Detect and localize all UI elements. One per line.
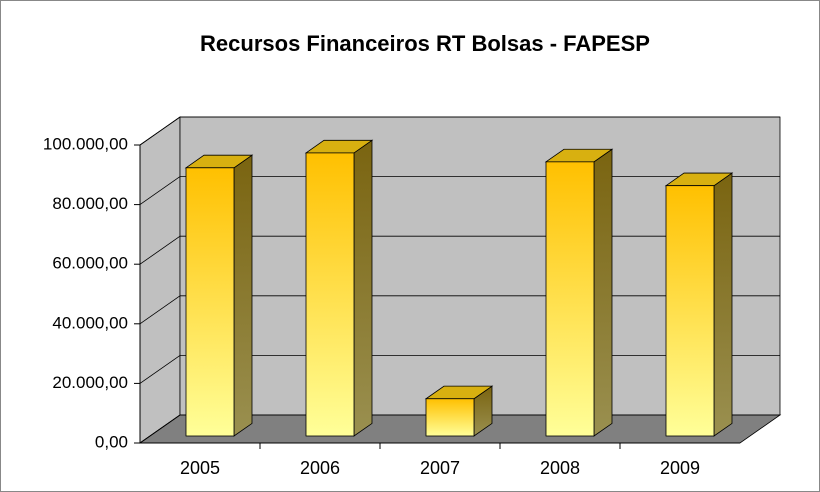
bar [424,385,494,437]
side-wall [139,116,181,444]
x-tick-label: 2007 [420,458,460,478]
grid-line [139,116,181,146]
bar [664,172,734,437]
y-tick-label: 0,00 [95,432,128,451]
x-tick-label: 2006 [300,458,340,478]
grid-line [139,295,181,325]
bar [184,154,254,437]
bar [304,139,374,437]
x-tick-label: 2008 [540,458,580,478]
bar-side [593,148,613,437]
y-tick-label: 100.000,00 [43,134,128,153]
bar-front [185,167,235,437]
grid-line [139,235,181,265]
x-tick-label: 2005 [180,458,220,478]
bar-front [425,398,475,437]
grid-line [139,355,181,384]
y-tick-label: 40.000,00 [52,313,128,332]
bar-front [545,161,595,437]
bar [544,148,614,437]
y-tick-label: 60.000,00 [52,254,128,273]
x-tick-label: 2009 [660,458,700,478]
bar-side [713,172,733,437]
bar-front [305,152,355,437]
grid-line [139,414,181,444]
y-tick-label: 80.000,00 [52,194,128,213]
grid-line [139,176,181,205]
bar-side [353,139,373,437]
y-tick-label: 20.000,00 [52,373,128,392]
bar-side [233,154,253,437]
chart-title: Recursos Financeiros RT Bolsas - FAPESP [200,31,650,56]
bar-front [665,185,715,437]
